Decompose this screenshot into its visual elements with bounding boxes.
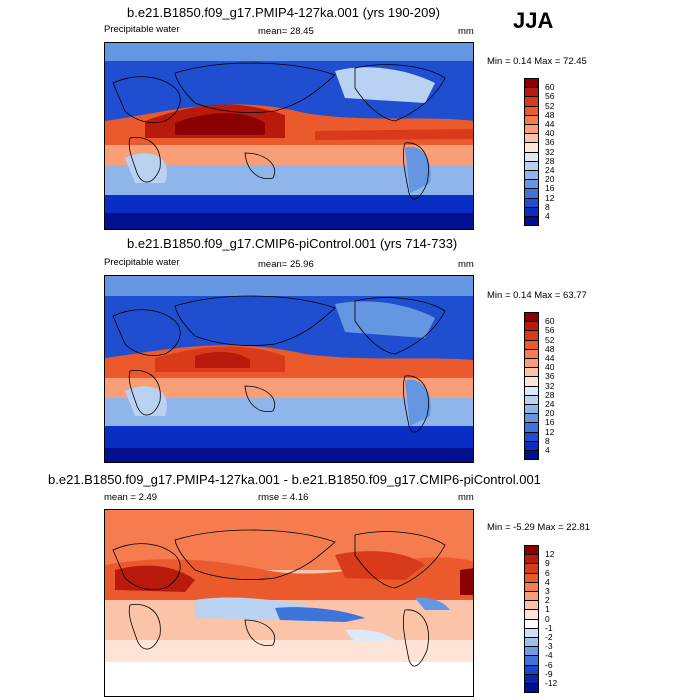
- colorbar-tick-label: 20: [545, 174, 555, 185]
- colorbar-tick-label: -3: [545, 641, 553, 652]
- colorbar-tick-label: -12: [545, 678, 558, 688]
- panel-1-title: b.e21.B1850.f09_g17.PMIP4-127ka.001 (yrs…: [127, 5, 440, 20]
- panel-3-mean-label: mean = 2.49: [104, 492, 158, 503]
- colorbar-tick-label: 12: [545, 549, 555, 560]
- colorbar-tick-label: -2: [545, 632, 553, 642]
- panel-3-minmax-label: Min = -5.29 Max = 22.81: [487, 522, 590, 533]
- colorbar-tick-label: 24: [545, 399, 555, 409]
- colorbar-tick-label: 32: [545, 146, 555, 157]
- panel-3-map-graphic: [105, 510, 473, 696]
- colorbar-tick-label: 44: [545, 353, 555, 363]
- panel-2-map-graphic: [105, 276, 473, 462]
- colorbar-tick-label: 9: [545, 558, 550, 569]
- colorbar-tick-label: 36: [545, 371, 555, 382]
- colorbar-tick-label: 8: [545, 435, 550, 446]
- panel-3-rmse-label: rmse = 4.16: [258, 492, 309, 503]
- colorbar-tick-label: 60: [545, 316, 555, 327]
- panel-2-map: [104, 275, 474, 463]
- colorbar-tick-label: 12: [545, 426, 555, 437]
- colorbar-tick-label: -6: [545, 659, 553, 670]
- panel-2-mean-label: mean= 25.96: [258, 259, 314, 270]
- panel-1-map-graphic: [105, 43, 473, 229]
- colorbar-tick-label: 1: [545, 604, 550, 615]
- colorbar-swatch: [524, 683, 539, 694]
- colorbar-tick-label: 36: [545, 137, 555, 148]
- panel-1-minmax-label: Min = 0.14 Max = 72.45: [487, 56, 587, 67]
- colorbar-tick-label: 2: [545, 595, 550, 606]
- colorbar-tick-label: 40: [545, 128, 555, 139]
- colorbar-tick-label: 20: [545, 408, 555, 419]
- colorbar-swatch: [524, 450, 539, 461]
- colorbar-tick-label: 28: [545, 155, 555, 166]
- colorbar-tick-label: 6: [545, 567, 550, 578]
- panel-2-variable-label: Precipitable water: [104, 257, 180, 268]
- colorbar-tick-label: 16: [545, 417, 555, 428]
- colorbar-tick-label: 8: [545, 201, 550, 212]
- colorbar-tick-label: 44: [545, 119, 555, 129]
- colorbar-tick-label: 60: [545, 82, 555, 93]
- panel-3-map: [104, 509, 474, 697]
- colorbar-tick-label: 4: [545, 576, 550, 587]
- colorbar-tick-label: 48: [545, 109, 555, 120]
- panel-1-units-label: mm: [458, 26, 474, 37]
- colorbar-tick-label: 24: [545, 165, 555, 175]
- panel-3-title: b.e21.B1850.f09_g17.PMIP4-127ka.001 - b.…: [48, 472, 541, 487]
- colorbar-tick-label: 52: [545, 100, 555, 111]
- panel-2-colorbar: 60 56 52 48 44 40 36 32 28 24 20 16 12 8 4: [524, 312, 584, 461]
- colorbar-tick-label: -1: [545, 622, 553, 633]
- colorbar-tick-label: 12: [545, 192, 555, 203]
- panel-2-minmax-label: Min = 0.14 Max = 63.77: [487, 290, 587, 301]
- colorbar-tick-label: 48: [545, 343, 555, 354]
- panel-1-variable-label: Precipitable water: [104, 24, 180, 35]
- colorbar-tick-label: 4: [545, 211, 550, 221]
- colorbar-tick-label: 56: [545, 91, 555, 102]
- colorbar-swatch: [524, 216, 539, 227]
- colorbar-tick-label: -4: [545, 650, 553, 661]
- colorbar-tick-label: 0: [545, 613, 550, 624]
- colorbar-tick-label: 56: [545, 325, 555, 336]
- colorbar-tick-label: 4: [545, 445, 550, 455]
- colorbar-tick-label: -9: [545, 668, 553, 679]
- panel-2-title: b.e21.B1850.f09_g17.CMIP6-piControl.001 …: [127, 236, 458, 251]
- colorbar-tick-label: 28: [545, 389, 555, 400]
- panel-3-units-label: mm: [458, 492, 474, 503]
- panel-3-colorbar: 12 9 6 4 3 2 1 0 -1 -2 -3 -4 -6 -9 -12: [524, 545, 584, 694]
- panel-1-colorbar: 60 56 52 48 44 40 36 32 28 24 20 16 12 8 4: [524, 78, 584, 227]
- panel-1-map: [104, 42, 474, 230]
- colorbar-tick-label: 32: [545, 380, 555, 391]
- season-label: JJA: [513, 8, 554, 33]
- colorbar-tick-label: 3: [545, 586, 550, 596]
- panel-2-units-label: mm: [458, 259, 474, 270]
- panel-1-mean-label: mean= 28.45: [258, 26, 314, 37]
- colorbar-tick-label: 40: [545, 362, 555, 373]
- colorbar-tick-label: 52: [545, 334, 555, 345]
- colorbar-tick-label: 16: [545, 183, 555, 194]
